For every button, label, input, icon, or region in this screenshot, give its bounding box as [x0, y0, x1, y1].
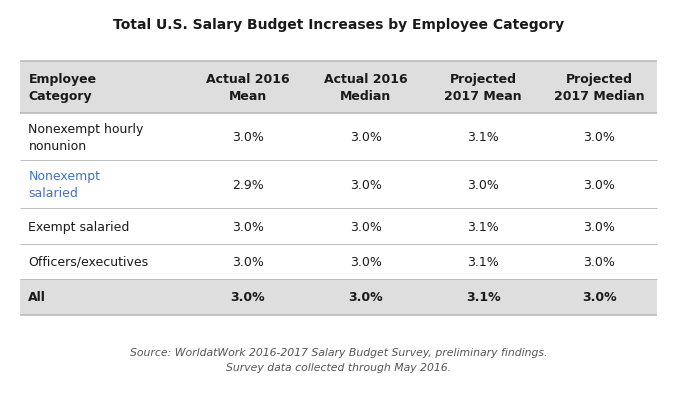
Text: 3.0%: 3.0% [584, 131, 615, 144]
Text: Officers/executives: Officers/executives [28, 255, 148, 268]
Text: 3.0%: 3.0% [232, 255, 264, 268]
Text: Projected
2017 Median: Projected 2017 Median [554, 73, 645, 103]
Text: Total U.S. Salary Budget Increases by Employee Category: Total U.S. Salary Budget Increases by Em… [113, 18, 564, 32]
Text: All: All [28, 291, 46, 304]
Text: 3.0%: 3.0% [582, 291, 617, 304]
Text: Source: WorldatWork 2016-2017 Salary Budget Survey, preliminary findings.
Survey: Source: WorldatWork 2016-2017 Salary Bud… [130, 347, 547, 372]
Text: 3.1%: 3.1% [467, 255, 499, 268]
Text: 3.1%: 3.1% [466, 291, 500, 304]
Text: 3.0%: 3.0% [584, 178, 615, 191]
Text: Exempt salaried: Exempt salaried [28, 220, 130, 233]
Text: Projected
2017 Mean: Projected 2017 Mean [445, 73, 522, 103]
Text: 3.0%: 3.0% [584, 220, 615, 233]
Text: 3.0%: 3.0% [584, 255, 615, 268]
Text: Nonexempt
salaried: Nonexempt salaried [28, 170, 100, 200]
Text: Actual 2016
Median: Actual 2016 Median [324, 73, 408, 103]
Text: 3.0%: 3.0% [349, 131, 381, 144]
Text: 3.0%: 3.0% [349, 220, 381, 233]
Text: 2.9%: 2.9% [232, 178, 263, 191]
Bar [20, 244, 657, 279]
Text: Actual 2016
Mean: Actual 2016 Mean [206, 73, 290, 103]
Text: 3.0%: 3.0% [232, 220, 264, 233]
Text: 3.1%: 3.1% [467, 131, 499, 144]
Bar [20, 161, 657, 209]
Bar [20, 113, 657, 161]
Text: 3.0%: 3.0% [349, 178, 381, 191]
Bar [20, 209, 657, 244]
Bar [20, 279, 657, 315]
Bar [20, 62, 657, 113]
Text: 3.0%: 3.0% [230, 291, 265, 304]
Text: 3.1%: 3.1% [467, 220, 499, 233]
Text: 3.0%: 3.0% [348, 291, 383, 304]
Text: 3.0%: 3.0% [467, 178, 499, 191]
Text: Nonexempt hourly
nonunion: Nonexempt hourly nonunion [28, 122, 144, 152]
Text: 3.0%: 3.0% [349, 255, 381, 268]
Text: 3.0%: 3.0% [232, 131, 264, 144]
Text: Employee
Category: Employee Category [28, 73, 97, 103]
